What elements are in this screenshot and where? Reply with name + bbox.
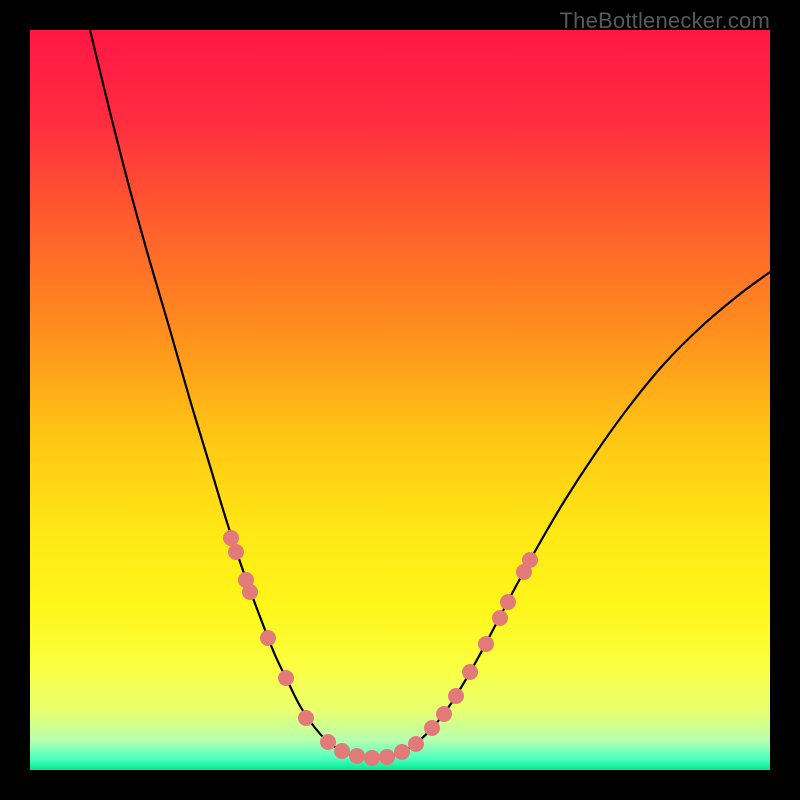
scatter-marker — [522, 552, 538, 568]
scatter-marker — [223, 530, 239, 546]
scatter-marker — [478, 636, 494, 652]
scatter-marker — [260, 630, 276, 646]
scatter-marker — [349, 748, 365, 764]
scatter-marker — [242, 584, 258, 600]
scatter-marker — [364, 750, 380, 766]
scatter-marker — [334, 743, 350, 759]
scatter-marker — [492, 610, 508, 626]
scatter-marker — [462, 664, 478, 680]
scatter-marker — [379, 749, 395, 765]
scatter-marker — [228, 544, 244, 560]
scatter-marker — [298, 710, 314, 726]
scatter-marker — [278, 670, 294, 686]
scatter-marker — [500, 594, 516, 610]
scatter-marker — [408, 736, 424, 752]
scatter-marker — [394, 744, 410, 760]
chart-container: TheBottlenecker.com — [0, 0, 800, 800]
scatter-marker — [424, 720, 440, 736]
scatter-marker — [436, 706, 452, 722]
scatter-marker — [320, 734, 336, 750]
plot-background — [30, 30, 770, 770]
bottleneck-chart — [30, 30, 770, 770]
scatter-marker — [448, 688, 464, 704]
